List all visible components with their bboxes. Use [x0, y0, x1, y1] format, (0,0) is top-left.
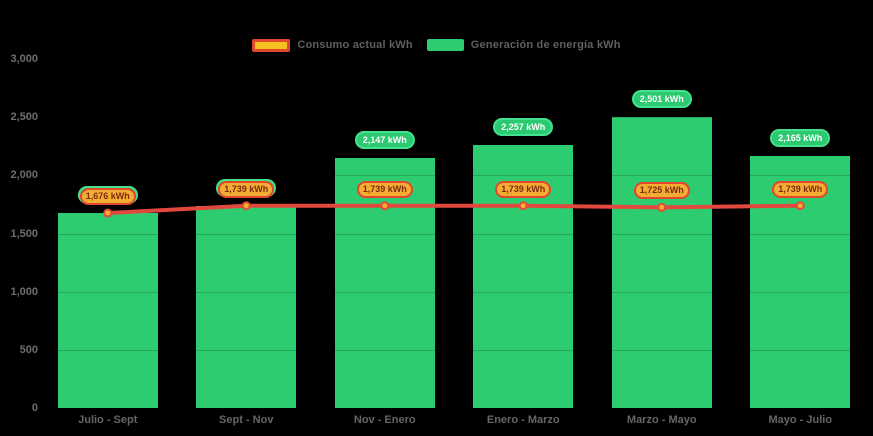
line-point[interactable]: [380, 201, 390, 211]
x-axis-category-label: Mayo - Julio: [768, 414, 833, 426]
legend-item-consumo[interactable]: Consumo actual kWh: [252, 38, 413, 52]
x-axis-category-label: Nov - Enero: [353, 414, 416, 426]
x-axis-category-label: Marzo - Mayo: [626, 414, 697, 426]
generation-bar[interactable]: [57, 213, 158, 408]
generation-bar[interactable]: [750, 156, 851, 408]
y-axis-tick-label: 500: [19, 343, 38, 356]
generation-bar[interactable]: [196, 205, 297, 408]
legend-label-generacion: Generación de energía kWh: [470, 39, 621, 51]
y-axis-tick-label: 1,500: [10, 227, 38, 240]
generation-value-label: 2,165 kWh: [770, 129, 831, 148]
x-axis-category-label: Sept - Nov: [219, 414, 274, 426]
generacion-swatch-icon: [426, 39, 464, 51]
consumo-swatch-icon: [252, 38, 291, 52]
legend: Consumo actual kWh Generación de energía…: [0, 37, 873, 53]
consumption-value-label: 1,739 kWh: [772, 180, 829, 198]
gridline: [38, 233, 869, 235]
gridline: [38, 349, 869, 351]
x-axis-category-label: Enero - Marzo: [486, 414, 560, 426]
generation-bar[interactable]: [334, 158, 435, 408]
line-point[interactable]: [103, 208, 113, 218]
x-axis-category-label: Julio - Sept: [78, 414, 138, 426]
gridline: [38, 117, 869, 119]
consumption-value-label: 1,739 kWh: [356, 180, 413, 198]
gridline: [38, 175, 869, 177]
legend-label-consumo: Consumo actual kWh: [297, 39, 413, 51]
line-point[interactable]: [241, 201, 251, 211]
generation-value-label: 2,147 kWh: [354, 131, 415, 150]
line-point[interactable]: [657, 202, 667, 212]
consumption-line: [105, 203, 803, 216]
legend-item-generacion[interactable]: Generación de energía kWh: [426, 39, 621, 51]
y-axis-tick-label: 2,500: [10, 111, 38, 124]
consumption-value-label: 1,739 kWh: [218, 180, 275, 198]
gridline: [38, 59, 869, 60]
generation-value-label: 2,501 kWh: [631, 90, 692, 109]
line-point[interactable]: [518, 201, 528, 211]
consumption-value-label: 1,725 kWh: [633, 182, 690, 200]
generation-bar[interactable]: [611, 117, 712, 408]
y-axis-tick-label: 3,000: [10, 53, 38, 65]
y-axis-tick-label: 0: [31, 402, 38, 414]
consumption-value-label: 1,739 kWh: [495, 180, 552, 198]
y-axis-tick-label: 2,000: [10, 169, 38, 182]
line-point[interactable]: [795, 201, 805, 211]
gridline: [38, 291, 869, 293]
y-axis-tick-label: 1,000: [10, 285, 38, 298]
generation-value-label: 2,257 kWh: [493, 118, 554, 137]
consumption-value-label: 1,676 kWh: [79, 188, 136, 206]
